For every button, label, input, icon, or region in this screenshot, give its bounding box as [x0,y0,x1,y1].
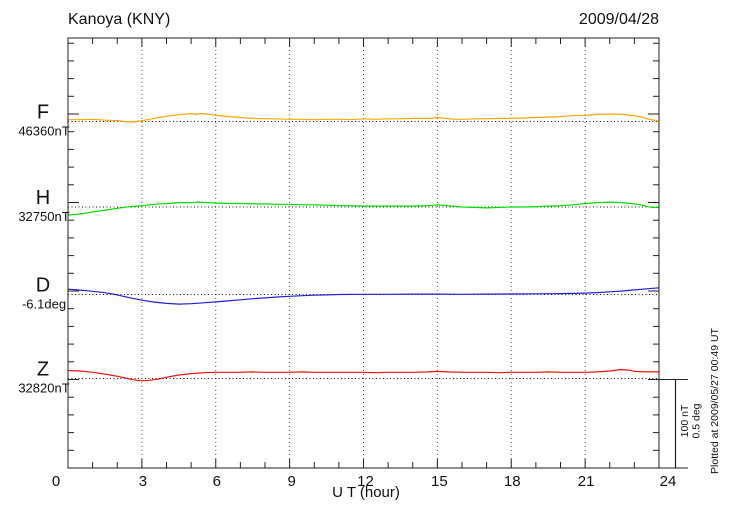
x-tick-label: 21 [578,473,595,490]
observation-date: 2009/04/28 [579,11,659,28]
series-value-H: 32750nT [18,209,69,224]
x-tick-label: 15 [431,473,448,490]
trace-D [67,287,660,305]
series-label-H: H [36,187,50,209]
plot-border [67,37,660,469]
series-label-Z: Z [37,359,49,381]
x-tick-label: 3 [139,473,147,490]
series-label-D: D [36,275,50,297]
x-tick-label: 24 [660,473,677,490]
x-tick-label: 0 [52,473,60,490]
scalebar-label-deg: 0.5 deg [691,403,703,438]
series-value-F: 46360nT [18,124,69,139]
scalebar-label-nt: 100 nT [679,404,691,437]
x-tick-label: 18 [504,473,521,490]
series-value-Z: 32820nT [18,381,69,396]
x-axis-label: U T (hour) [332,484,400,501]
trace-F [68,112,660,123]
series-label-F: F [37,102,49,124]
series-value-D: -6.1deg [22,297,66,312]
trace-H [67,201,659,216]
x-tick-label: 9 [287,473,295,490]
trace-Z [67,369,659,382]
station-title: Kanoya (KNY) [68,11,170,28]
x-tick-label: 6 [213,473,221,490]
x-tick-label: 12 [357,473,374,490]
plotted-at-note: Plotted at 2009/05/27 00:49 UT [709,327,721,474]
